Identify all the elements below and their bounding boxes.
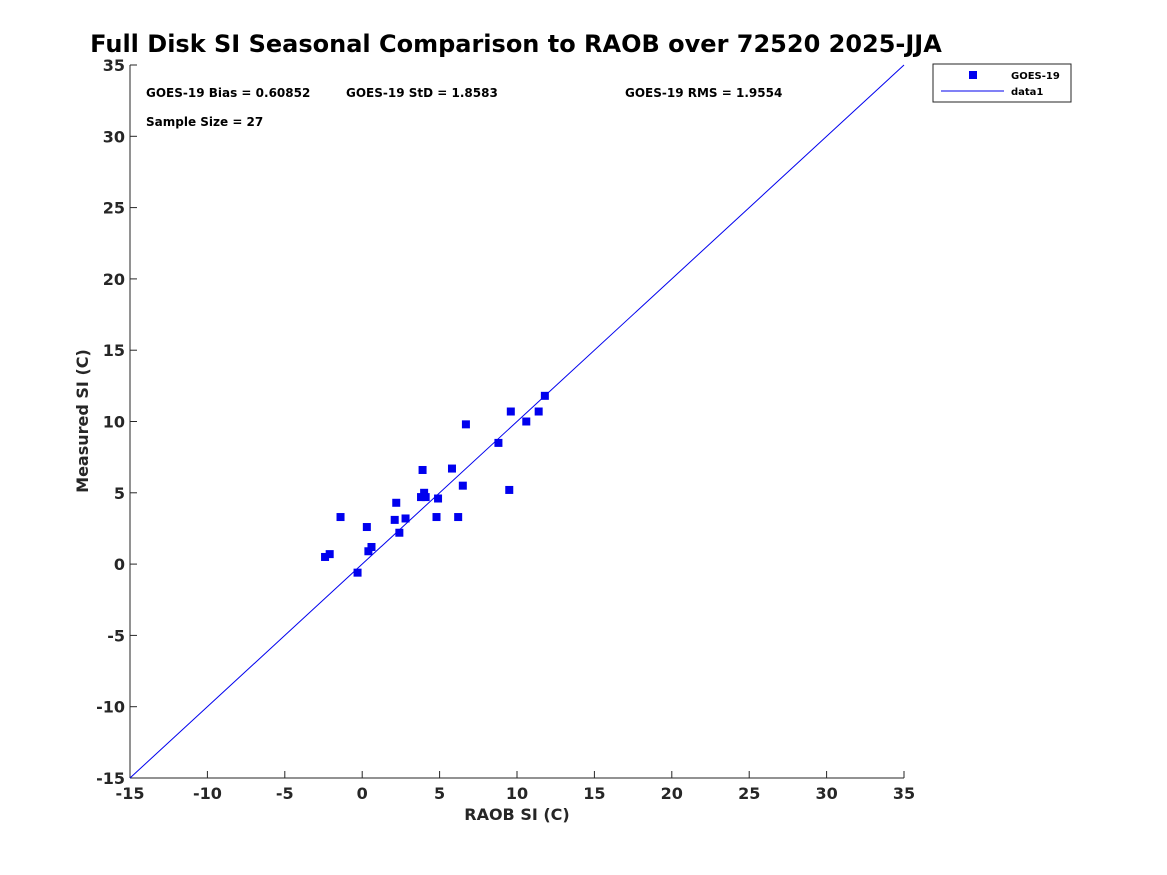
chart-title: Full Disk SI Seasonal Comparison to RAOB… [90, 30, 942, 58]
scatter-point [353, 568, 362, 577]
scatter-point [420, 488, 429, 497]
y-tick-label: 10 [103, 413, 125, 432]
rms-annotation: GOES-19 RMS = 1.9554 [625, 86, 782, 100]
scatter-point [336, 513, 345, 522]
scatter-point [522, 417, 531, 426]
y-tick-label: 35 [103, 56, 125, 75]
x-axis-ticks: -15 -10 -5 0 5 10 15 20 25 30 35 [116, 771, 915, 803]
y-axis-ticks: -15 -10 -5 0 5 10 15 20 25 30 35 [96, 56, 137, 788]
scatter-point [506, 407, 515, 416]
legend-box [932, 63, 1072, 103]
scatter-point [390, 515, 399, 524]
bias-annotation: GOES-19 Bias = 0.60852 [146, 86, 310, 100]
legend-label-data1: data1 [1011, 87, 1043, 98]
scatter-point [325, 550, 334, 559]
sample-size-annotation: Sample Size = 27 [146, 115, 263, 129]
y-tick-label: 20 [103, 270, 125, 289]
scatter-point [418, 465, 427, 474]
y-tick-label: -10 [96, 698, 125, 717]
scatter-point [362, 523, 371, 532]
series-layer [129, 64, 905, 779]
scatter-point [421, 493, 430, 502]
legend-label-goes19: GOES-19 [1011, 71, 1060, 82]
y-tick-label: -15 [96, 769, 125, 788]
scatter-point [494, 438, 503, 447]
x-tick-label: -10 [193, 784, 222, 803]
scatter-point [367, 542, 376, 551]
y-tick-label: 5 [114, 484, 125, 503]
x-tick-label: 0 [357, 784, 368, 803]
scatter-point [461, 420, 470, 429]
scatter-point [454, 513, 463, 522]
scatter-point [458, 481, 467, 490]
y-tick-label: -5 [107, 626, 125, 645]
scatter-point [364, 547, 373, 556]
x-tick-label: 5 [434, 784, 445, 803]
x-tick-label: -15 [116, 784, 145, 803]
y-axis-label: Measured SI (C) [73, 349, 92, 493]
scatter-point [432, 513, 441, 522]
x-tick-label: 30 [815, 784, 837, 803]
scatter-point [401, 514, 410, 523]
std-annotation: GOES-19 StD = 1.8583 [346, 86, 498, 100]
legend[interactable]: GOES-19 data1 [932, 63, 1072, 103]
legend-marker-goes19 [969, 71, 977, 79]
y-tick-label: 30 [103, 127, 125, 146]
x-tick-label: 20 [661, 784, 683, 803]
scatter-point [395, 528, 404, 537]
y-tick-label: 25 [103, 199, 125, 218]
scatter-point [434, 494, 443, 503]
x-tick-label: 25 [738, 784, 760, 803]
x-tick-label: -5 [276, 784, 294, 803]
reference-line-data1 [129, 64, 905, 779]
x-tick-label: 15 [583, 784, 605, 803]
x-axis-label: RAOB SI (C) [464, 805, 569, 824]
y-tick-label: 15 [103, 341, 125, 360]
y-tick-label: 0 [114, 555, 125, 574]
scatter-point [417, 493, 426, 502]
scatter-point [392, 498, 401, 507]
x-tick-label: 35 [893, 784, 915, 803]
scatter-point [321, 552, 330, 561]
scatter-point [534, 407, 543, 416]
scatter-point [505, 485, 514, 494]
x-tick-label: 10 [506, 784, 528, 803]
scatter-point [447, 464, 456, 473]
scatter-point [540, 391, 549, 400]
